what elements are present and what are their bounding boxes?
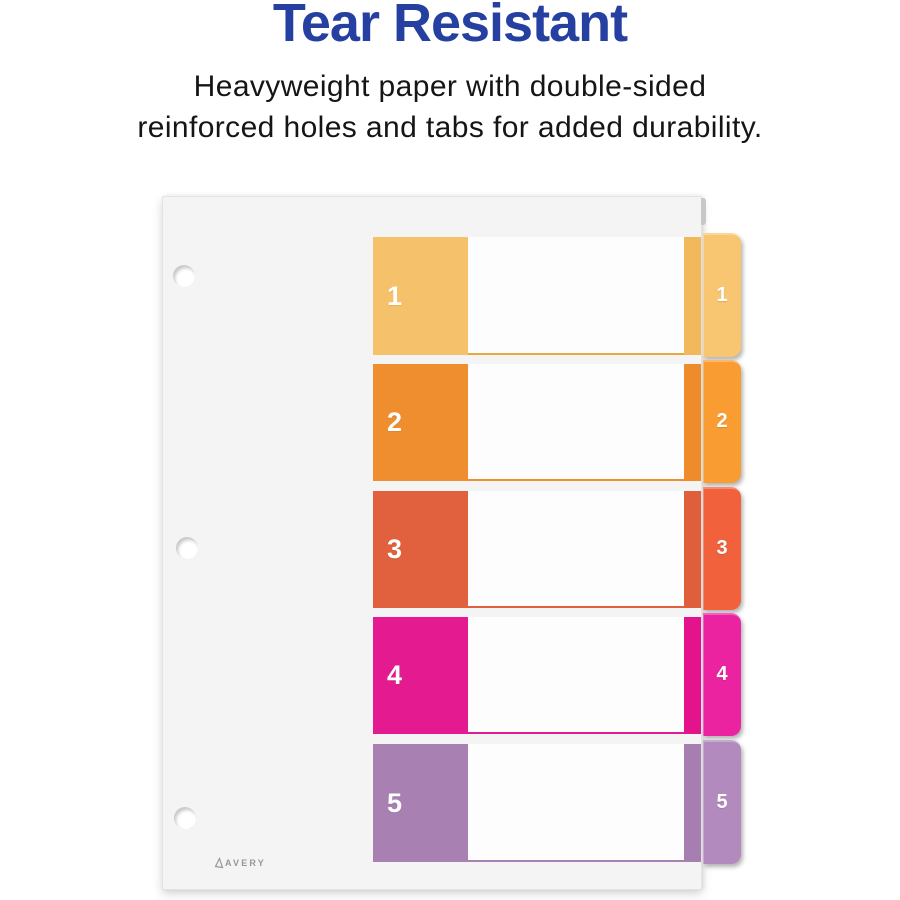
toc-band: 1 [373,237,701,355]
toc-row [468,491,684,608]
edge-strip [684,491,701,608]
section-number-label: 5 [387,787,403,818]
toc-row [468,237,684,355]
tab-number-label: 1 [716,283,728,306]
index-tab: 5 [703,740,741,864]
punch-hole [176,537,198,559]
tab-number-label: 3 [716,537,728,559]
toc-band: 3 [373,491,701,608]
toc-row [468,617,684,734]
section-number-label: 4 [387,660,403,690]
avery-logo-text: AVERY [225,858,267,868]
section-number-block: 1 [373,237,468,355]
toc-row [468,744,684,862]
toc-band: 5 [373,744,701,862]
avery-triangle-icon [214,857,224,869]
tab-number-label: 4 [716,663,728,685]
punch-hole [173,265,195,287]
edge-strip [684,237,701,355]
edge-strip [684,364,701,481]
index-tab: 2 [703,360,741,483]
back-sheet-edge [701,198,706,225]
tab-number-label: 5 [716,790,728,813]
section-number-label: 3 [387,534,403,564]
page-title: Tear Resistant [272,0,628,53]
subtitle-line-1: Heavyweight paper with double-sided [193,70,707,103]
section-number-block: 5 [373,744,468,862]
punch-hole [174,807,196,829]
edge-strip [684,744,701,862]
index-tab: 1 [703,233,741,357]
section-number-label: 1 [387,280,403,311]
section-number-block: 4 [373,617,468,734]
avery-logo: AVERY [213,857,266,869]
divider-sheet: 1 1 2 2 3 3 4 4 5 5 AVERY [162,196,741,890]
subtitle-line-2: reinforced holes and tabs for added dura… [137,111,763,144]
index-tab: 4 [703,613,741,736]
section-number-block: 3 [373,491,468,608]
edge-strip [684,617,701,734]
toc-band: 2 [373,364,701,481]
section-number-block: 2 [373,364,468,481]
toc-row [468,364,684,481]
section-number-label: 2 [387,407,403,437]
toc-band: 4 [373,617,701,734]
page-subtitle: Heavyweight paper with double-sided rein… [0,66,900,148]
index-tab: 3 [703,487,741,610]
tab-number-label: 2 [716,410,728,432]
